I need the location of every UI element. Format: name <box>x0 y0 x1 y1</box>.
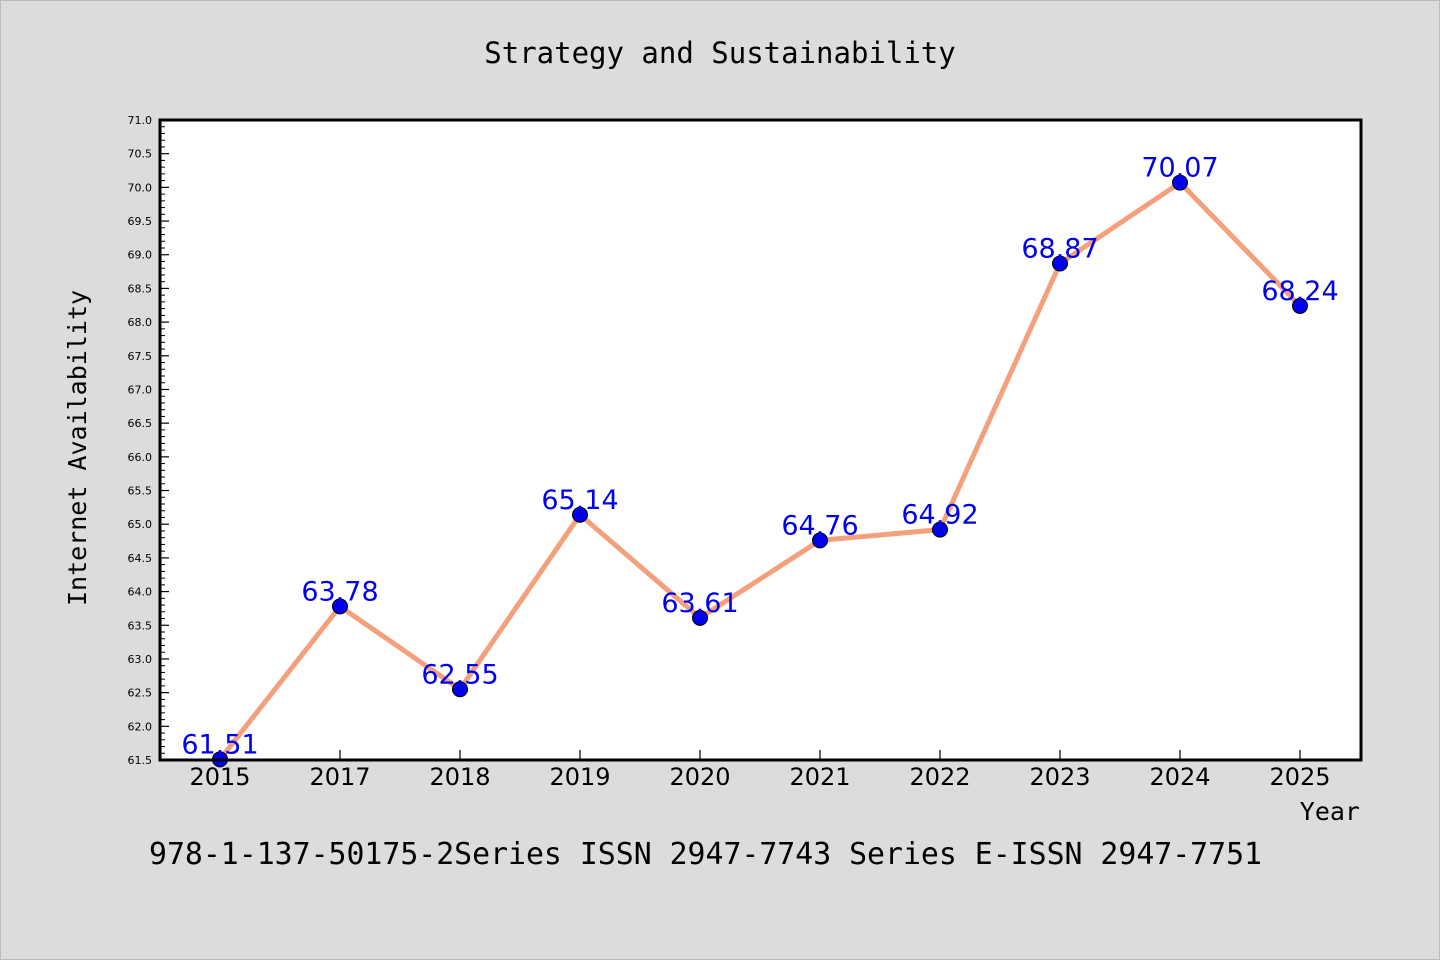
y-tick-label: 70.0 <box>128 181 153 194</box>
data-point <box>572 506 588 523</box>
y-tick-label: 63.5 <box>128 619 153 632</box>
plot-area <box>160 120 1361 760</box>
x-tick-label: 2015 <box>189 763 250 791</box>
x-axis-ticks: 2015 2017 2018 2019 2020 2021 2022 2023 2024 2025 <box>189 750 1331 791</box>
y-tick-label: 69.5 <box>128 215 153 228</box>
data-label: 63.61 <box>661 588 738 619</box>
y-tick-label: 71.0 <box>128 114 153 127</box>
x-tick-label: 2017 <box>309 763 370 791</box>
data-point <box>1052 255 1068 272</box>
y-tick-label: 69.0 <box>128 249 153 262</box>
data-point <box>692 609 708 626</box>
x-tick-label: 2024 <box>1149 763 1210 791</box>
x-axis-label: Year <box>1300 797 1360 826</box>
data-label: 63.78 <box>301 576 378 607</box>
y-tick-label: 68.5 <box>128 282 153 295</box>
x-tick-label: 2025 <box>1269 763 1330 791</box>
y-tick-label: 68.0 <box>128 316 153 329</box>
data-label: 68.24 <box>1261 276 1338 307</box>
data-labels: 61.51 63.78 62.55 65.14 63.61 64.76 64.92 68.87… <box>181 153 1338 761</box>
y-tick-label: 65.5 <box>128 485 153 498</box>
footer-text: 978-1-137-50175-2Series ISSN 2947-7743 S… <box>149 837 1262 872</box>
y-tick-label: 66.0 <box>128 451 153 464</box>
data-label: 64.76 <box>781 510 858 541</box>
data-point <box>812 532 828 549</box>
y-tick-label: 67.5 <box>128 350 153 363</box>
x-tick-label: 2019 <box>549 763 610 791</box>
x-tick-label: 2022 <box>909 763 970 791</box>
data-point <box>452 681 468 698</box>
y-tick-label: 70.5 <box>128 148 153 161</box>
y-tick-label: 64.5 <box>128 552 153 565</box>
data-point <box>332 598 348 615</box>
data-label: 62.55 <box>421 659 498 690</box>
y-tick-label: 64.0 <box>128 586 153 599</box>
y-tick-label: 65.0 <box>128 518 153 531</box>
x-tick-label: 2020 <box>669 763 730 791</box>
y-tick-label: 61.5 <box>128 754 153 767</box>
series-line <box>218 180 1302 761</box>
x-tick-label: 2021 <box>789 763 850 791</box>
y-tick-label: 62.0 <box>128 720 153 733</box>
data-label: 64.92 <box>901 500 978 531</box>
data-label: 70.07 <box>1141 153 1218 184</box>
data-label: 68.87 <box>1021 233 1098 264</box>
data-point <box>1172 174 1188 191</box>
y-axis-ticks: 61.5 62.0 62.5 63.0 63.5 64.0 64.5 65.0 65.5 66.0… <box>128 114 169 767</box>
y-tick-label: 67.0 <box>128 383 153 396</box>
series-markers <box>212 174 1308 768</box>
data-label: 65.14 <box>541 485 618 516</box>
data-point <box>932 521 948 538</box>
y-tick-label: 62.5 <box>128 687 153 700</box>
data-point <box>1292 297 1308 314</box>
x-tick-label: 2023 <box>1029 763 1090 791</box>
x-tick-label: 2018 <box>429 763 490 791</box>
chart-title: Strategy and Sustainability <box>484 36 955 70</box>
y-axis-label: Internet Availability <box>63 290 92 606</box>
plot-frame <box>158 118 1363 762</box>
y-tick-label: 63.0 <box>128 653 153 666</box>
data-label: 61.51 <box>181 729 258 760</box>
y-tick-label: 66.5 <box>128 417 153 430</box>
